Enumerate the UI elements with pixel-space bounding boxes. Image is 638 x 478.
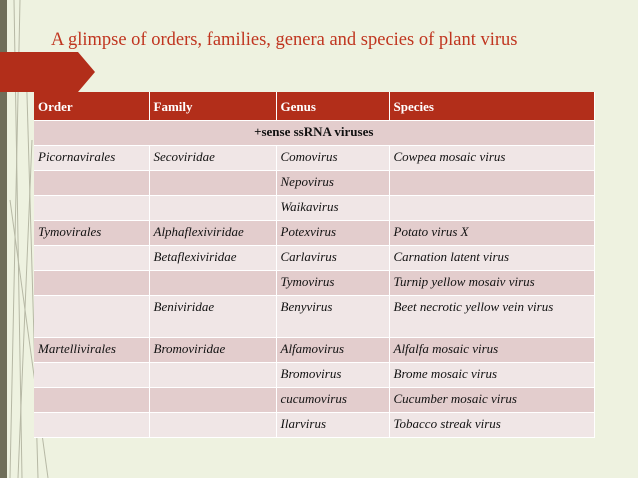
cell-order xyxy=(34,412,150,438)
cell-genus: Ilarvirus xyxy=(276,412,390,438)
cell-family xyxy=(149,387,277,413)
cell-family xyxy=(149,412,277,438)
cell-order xyxy=(34,270,150,296)
cell-genus: Carlavirus xyxy=(276,245,390,271)
cell-genus: Alfamovirus xyxy=(276,337,390,363)
table-row: Martellivirales Bromoviridae Alfamovirus… xyxy=(34,337,595,363)
cell-order xyxy=(34,362,150,388)
cell-genus: Tymovirus xyxy=(276,270,390,296)
table-row: Tymovirus Turnip yellow mosaiv virus xyxy=(34,270,595,296)
group-label: +sense ssRNA viruses xyxy=(34,120,595,146)
title-arrow-shape xyxy=(0,52,95,92)
cell-species: Cowpea mosaic virus xyxy=(389,145,595,171)
cell-order xyxy=(34,195,150,221)
cell-order: Martellivirales xyxy=(34,337,150,363)
cell-order xyxy=(34,295,150,338)
table-row: Beniviridae Benyvirus Beet necrotic yell… xyxy=(34,295,595,338)
cell-species: Tobacco streak virus xyxy=(389,412,595,438)
cell-family: Alphaflexiviridae xyxy=(149,220,277,246)
cell-genus: cucumovirus xyxy=(276,387,390,413)
table-row: Tymovirales Alphaflexiviridae Potexvirus… xyxy=(34,220,595,246)
cell-genus: Comovirus xyxy=(276,145,390,171)
group-row: +sense ssRNA viruses xyxy=(34,120,595,146)
cell-genus: Potexvirus xyxy=(276,220,390,246)
cell-species: Brome mosaic virus xyxy=(389,362,595,388)
cell-order: Tymovirales xyxy=(34,220,150,246)
table-row: Betaflexiviridae Carlavirus Carnation la… xyxy=(34,245,595,271)
cell-order xyxy=(34,387,150,413)
slide-title: A glimpse of orders, families, genera an… xyxy=(51,30,518,50)
header-species: Species xyxy=(389,92,595,121)
table-row: cucumovirus Cucumber mosaic virus xyxy=(34,387,595,413)
table-row: Waikavirus xyxy=(34,195,595,221)
table-row: Ilarvirus Tobacco streak virus xyxy=(34,412,595,438)
virus-taxonomy-table: Order Family Genus Species +sense ssRNA … xyxy=(34,92,595,438)
cell-family: Bromoviridae xyxy=(149,337,277,363)
cell-order xyxy=(34,170,150,196)
left-accent-bar xyxy=(0,0,7,478)
cell-species: Beet necrotic yellow vein virus xyxy=(389,295,595,338)
cell-family: Secoviridae xyxy=(149,145,277,171)
cell-family xyxy=(149,195,277,221)
header-order: Order xyxy=(34,92,150,121)
header-row: Order Family Genus Species xyxy=(34,92,595,121)
table-row: Picornavirales Secoviridae Comovirus Cow… xyxy=(34,145,595,171)
cell-order xyxy=(34,245,150,271)
cell-genus: Nepovirus xyxy=(276,170,390,196)
header-genus: Genus xyxy=(276,92,390,121)
cell-family: Beniviridae xyxy=(149,295,277,338)
cell-genus: Waikavirus xyxy=(276,195,390,221)
cell-genus: Benyvirus xyxy=(276,295,390,338)
table-row: Bromovirus Brome mosaic virus xyxy=(34,362,595,388)
cell-family xyxy=(149,362,277,388)
cell-genus: Bromovirus xyxy=(276,362,390,388)
cell-species: Alfalfa mosaic virus xyxy=(389,337,595,363)
cell-order: Picornavirales xyxy=(34,145,150,171)
cell-species xyxy=(389,170,595,196)
cell-species xyxy=(389,195,595,221)
cell-family: Betaflexiviridae xyxy=(149,245,277,271)
cell-species: Turnip yellow mosaiv virus xyxy=(389,270,595,296)
cell-family xyxy=(149,170,277,196)
cell-family xyxy=(149,270,277,296)
table-row: Nepovirus xyxy=(34,170,595,196)
cell-species: Cucumber mosaic virus xyxy=(389,387,595,413)
cell-species: Potato virus X xyxy=(389,220,595,246)
header-family: Family xyxy=(149,92,277,121)
cell-species: Carnation latent virus xyxy=(389,245,595,271)
